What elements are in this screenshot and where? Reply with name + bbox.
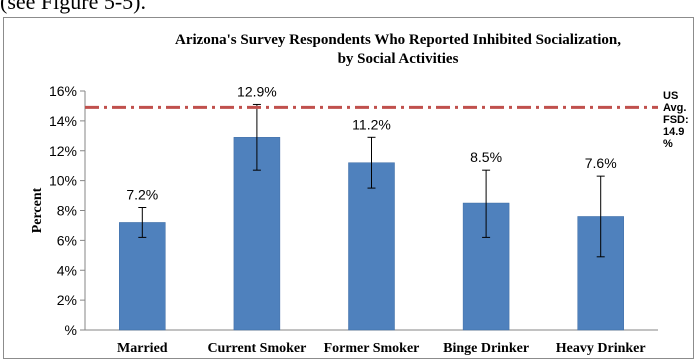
page-text-fragment: (see Figure 5-5). xyxy=(0,0,147,14)
data-label: 8.5% xyxy=(470,149,502,165)
y-tick-label: 6% xyxy=(57,232,77,248)
x-tick-label: Binge Drinker xyxy=(443,341,529,356)
chart-title: Arizona's Survey Respondents Who Reporte… xyxy=(175,32,621,48)
data-label: 7.6% xyxy=(585,155,617,171)
chart-subtitle: by Social Activities xyxy=(338,51,459,67)
y-tick-label: 14% xyxy=(49,113,77,129)
reference-label: US Avg. FSD: 14.9% xyxy=(663,90,689,150)
bar-married xyxy=(119,222,166,331)
y-tick-label: 4% xyxy=(57,262,77,278)
y-tick-label: 12% xyxy=(49,143,77,159)
data-label: 12.9% xyxy=(237,83,277,99)
y-tick-label: % xyxy=(65,322,77,338)
bar-former-smoker xyxy=(348,162,395,331)
y-tick-label: 10% xyxy=(49,173,77,189)
data-label: 11.2% xyxy=(352,116,391,132)
x-tick-label: Current Smoker xyxy=(207,341,306,356)
bar-binge-drinker xyxy=(462,202,510,331)
y-tick-label: 16% xyxy=(49,83,77,99)
data-label: 7.2% xyxy=(126,187,158,203)
x-tick-label: Former Smoker xyxy=(324,341,420,356)
y-tick-label: 2% xyxy=(57,292,77,308)
y-tick-label: 8% xyxy=(57,203,77,219)
x-tick-label: Heavy Drinker xyxy=(556,341,646,356)
y-axis-label: Percent xyxy=(30,187,45,233)
x-tick-label: Married xyxy=(117,341,168,356)
